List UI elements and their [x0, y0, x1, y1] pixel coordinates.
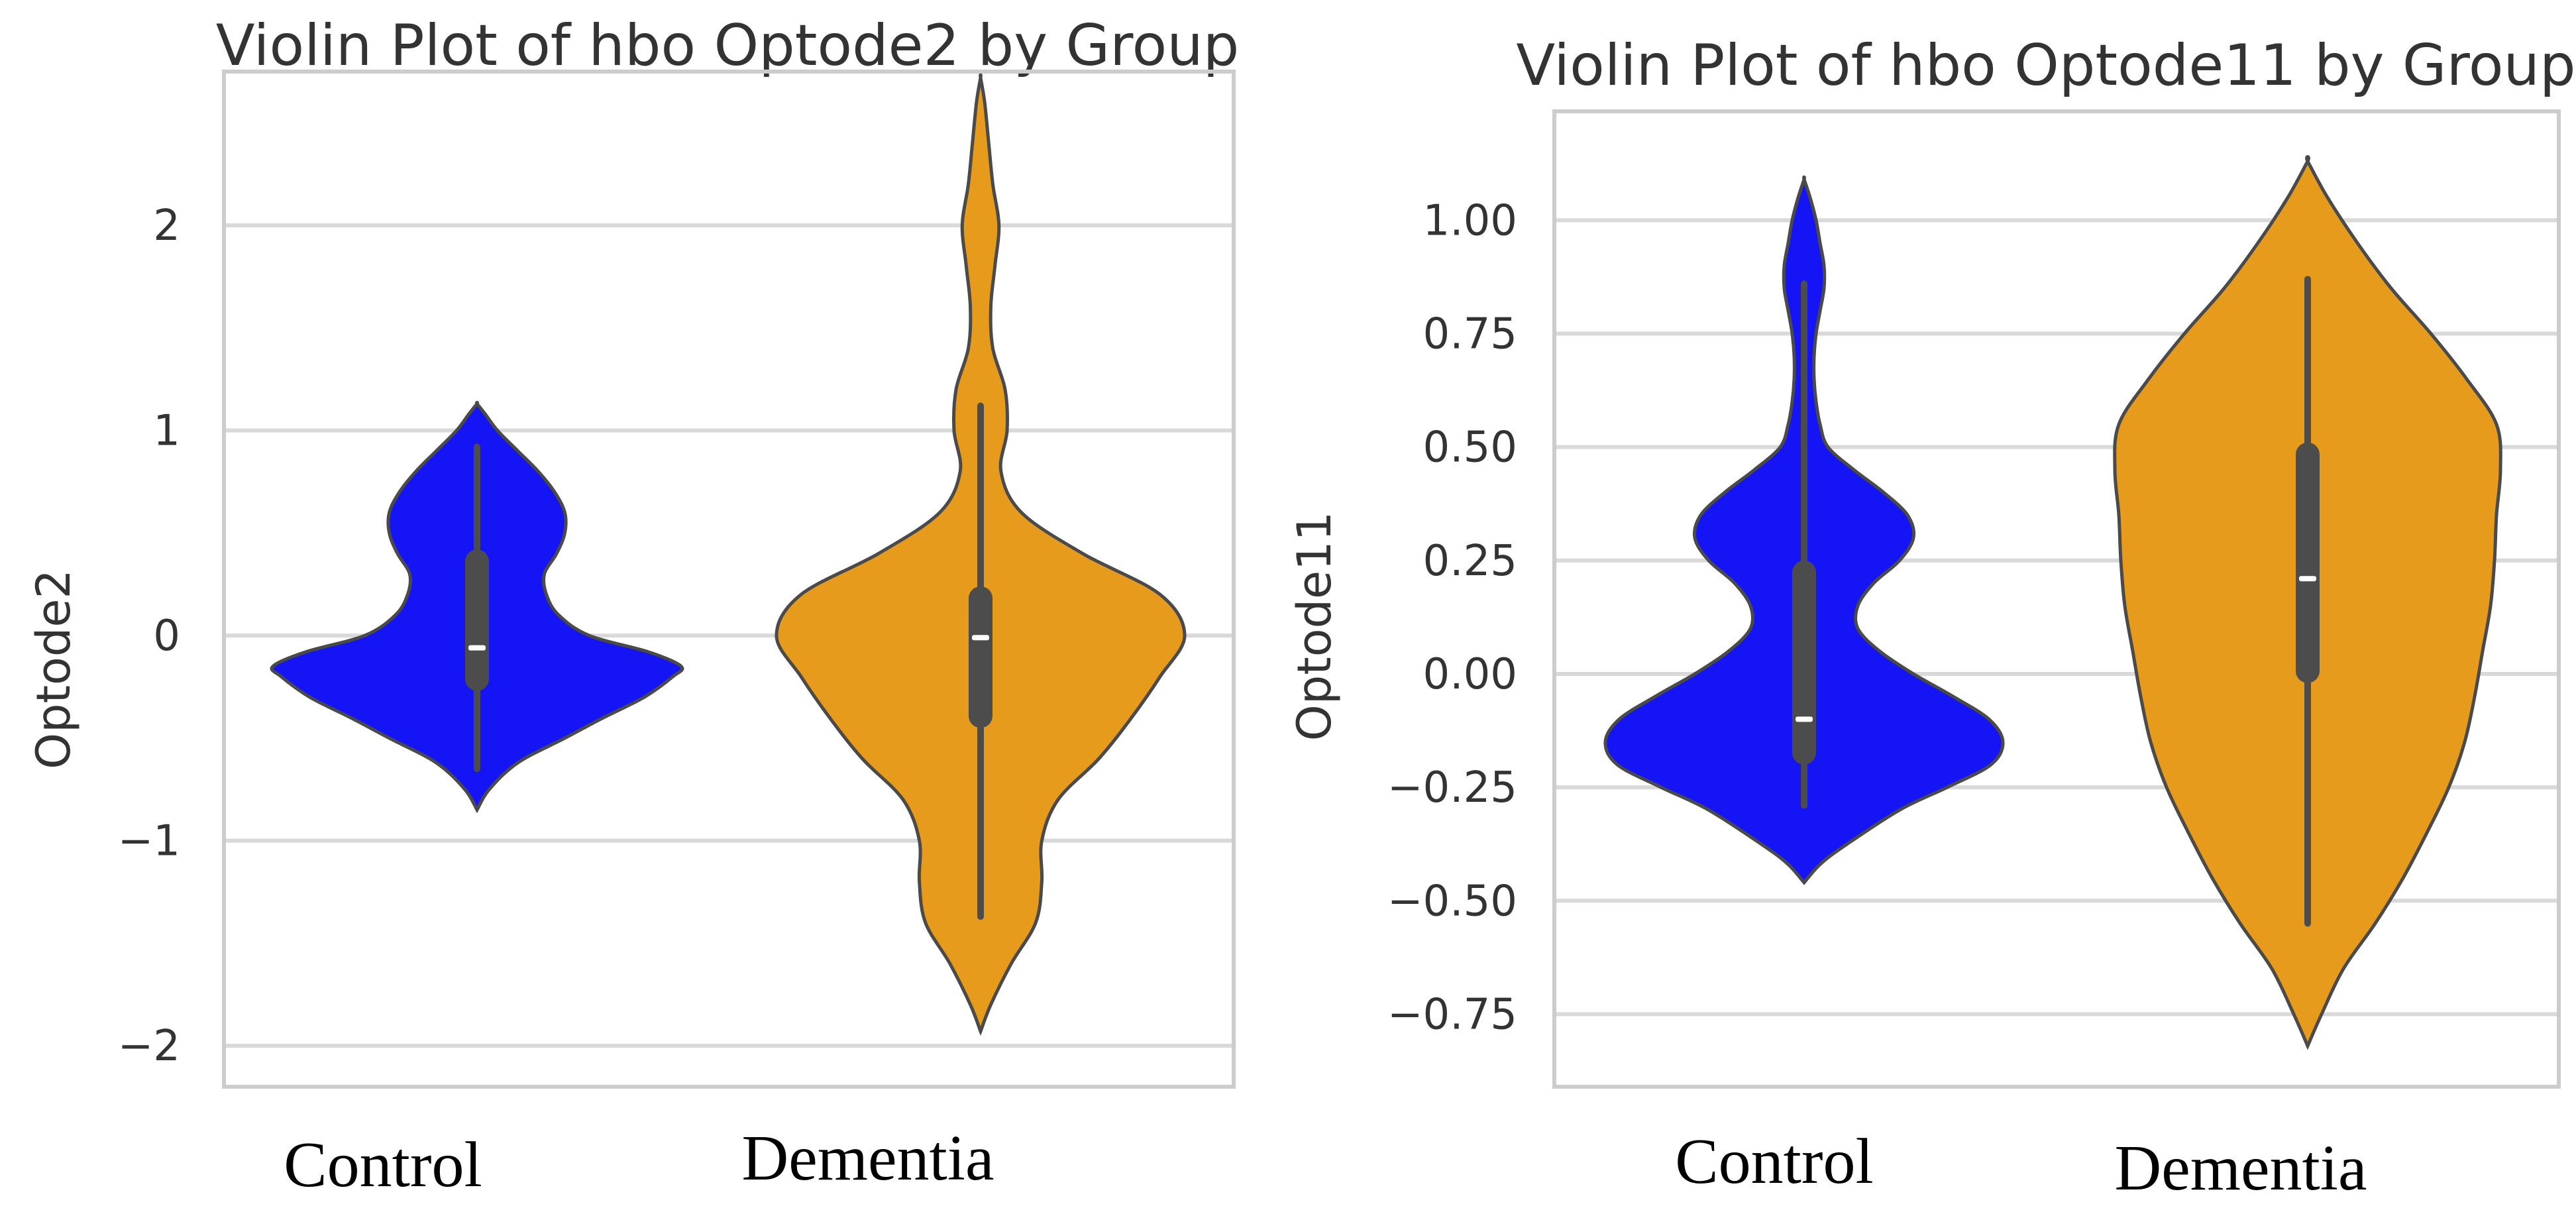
y-tick-label: 0.25	[1423, 537, 1518, 586]
y-tick-label: 0.00	[1423, 650, 1518, 699]
median-marker	[468, 645, 486, 651]
plot-frame	[1552, 109, 2561, 1089]
iqr-box	[465, 549, 489, 691]
iqr-box	[1792, 560, 1816, 765]
x-category-label: Dementia	[742, 1123, 994, 1194]
x-category-label: Control	[1675, 1126, 1873, 1197]
chart-title: Violin Plot of hbo Optode11 by Group	[1516, 32, 2575, 99]
median-marker	[2299, 576, 2316, 582]
median-marker	[972, 635, 989, 641]
y-tick-label: 2	[153, 201, 180, 250]
optode2-chart: Violin Plot of hbo Optode2 by Group Opto…	[27, 13, 1239, 1201]
y-tick-label: −0.75	[1387, 990, 1517, 1039]
y-tick-label: −0.50	[1387, 877, 1517, 926]
y-tick-label: 0.50	[1423, 423, 1518, 472]
chart-title: Violin Plot of hbo Optode2 by Group	[216, 13, 1240, 79]
x-category-label: Control	[284, 1129, 482, 1201]
y-axis-label: Optode11	[1287, 512, 1342, 741]
iqr-box	[2296, 442, 2320, 683]
y-tick-label: −2	[118, 1022, 180, 1071]
optode11-chart: Violin Plot of hbo Optode11 by Group Opt…	[1287, 32, 2576, 1204]
iqr-box	[969, 586, 993, 728]
y-tick-label: −1	[118, 817, 180, 866]
plot-frame	[222, 70, 1236, 1089]
y-tick-label: 0	[153, 612, 180, 661]
y-tick-label: 1	[153, 407, 180, 456]
median-marker	[1796, 716, 1813, 722]
y-axis-label: Optode2	[27, 569, 81, 769]
y-tick-label: −0.25	[1387, 763, 1517, 812]
y-tick-label: 0.75	[1423, 309, 1518, 358]
x-category-label: Dementia	[2115, 1132, 2367, 1204]
y-tick-label: 1.00	[1423, 196, 1518, 245]
